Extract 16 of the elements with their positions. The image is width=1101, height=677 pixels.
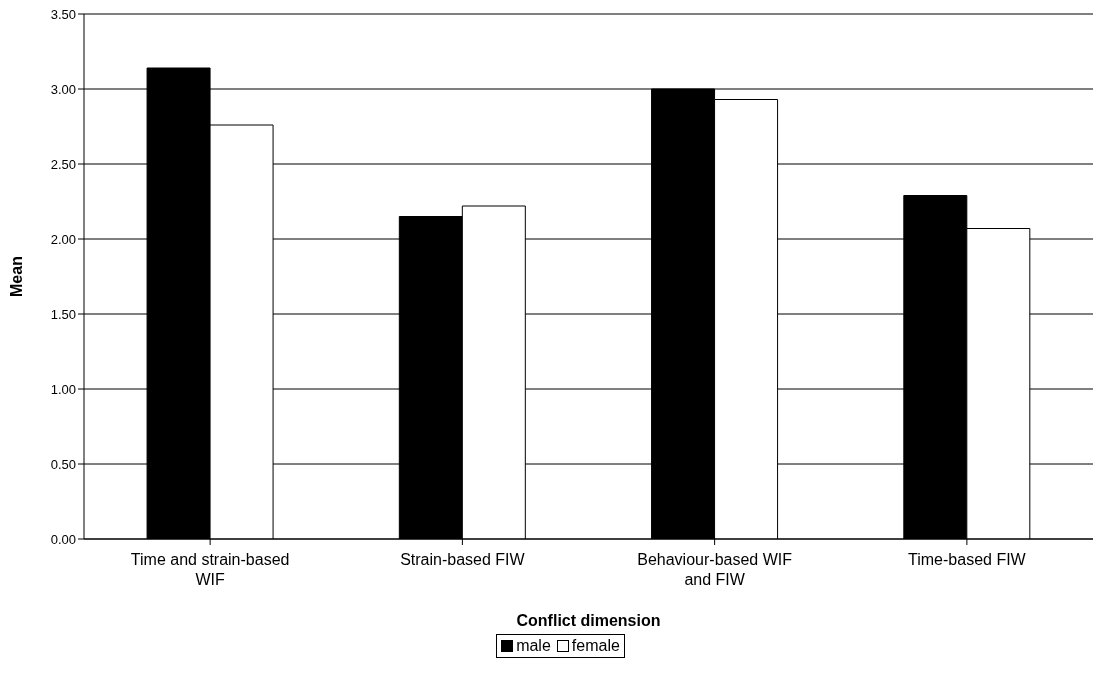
y-tick-label: 3.50 bbox=[50, 6, 76, 22]
x-tick-label: Time and strain-based WIF bbox=[130, 551, 290, 588]
y-tick-label: 1.50 bbox=[50, 306, 76, 322]
y-tick-label: 2.00 bbox=[50, 231, 76, 247]
legend-label: male bbox=[515, 637, 551, 655]
x-tick-label: Behaviour-based WIF and FIW bbox=[637, 551, 793, 588]
y-tick-label: 0.00 bbox=[50, 531, 76, 547]
legend-label: female bbox=[570, 637, 620, 655]
y-tick-label: 3.00 bbox=[50, 81, 76, 97]
x-tick-label: Time-based FIW bbox=[908, 551, 1027, 568]
y-tick-label: 0.50 bbox=[50, 456, 76, 472]
x-axis-title: Conflict dimension bbox=[516, 612, 661, 629]
x-tick-label: Strain-based FIW bbox=[400, 551, 526, 568]
y-tick-label: 1.00 bbox=[50, 381, 76, 397]
y-tick-label: 2.50 bbox=[50, 156, 76, 172]
y-axis-title: Mean bbox=[7, 256, 25, 297]
